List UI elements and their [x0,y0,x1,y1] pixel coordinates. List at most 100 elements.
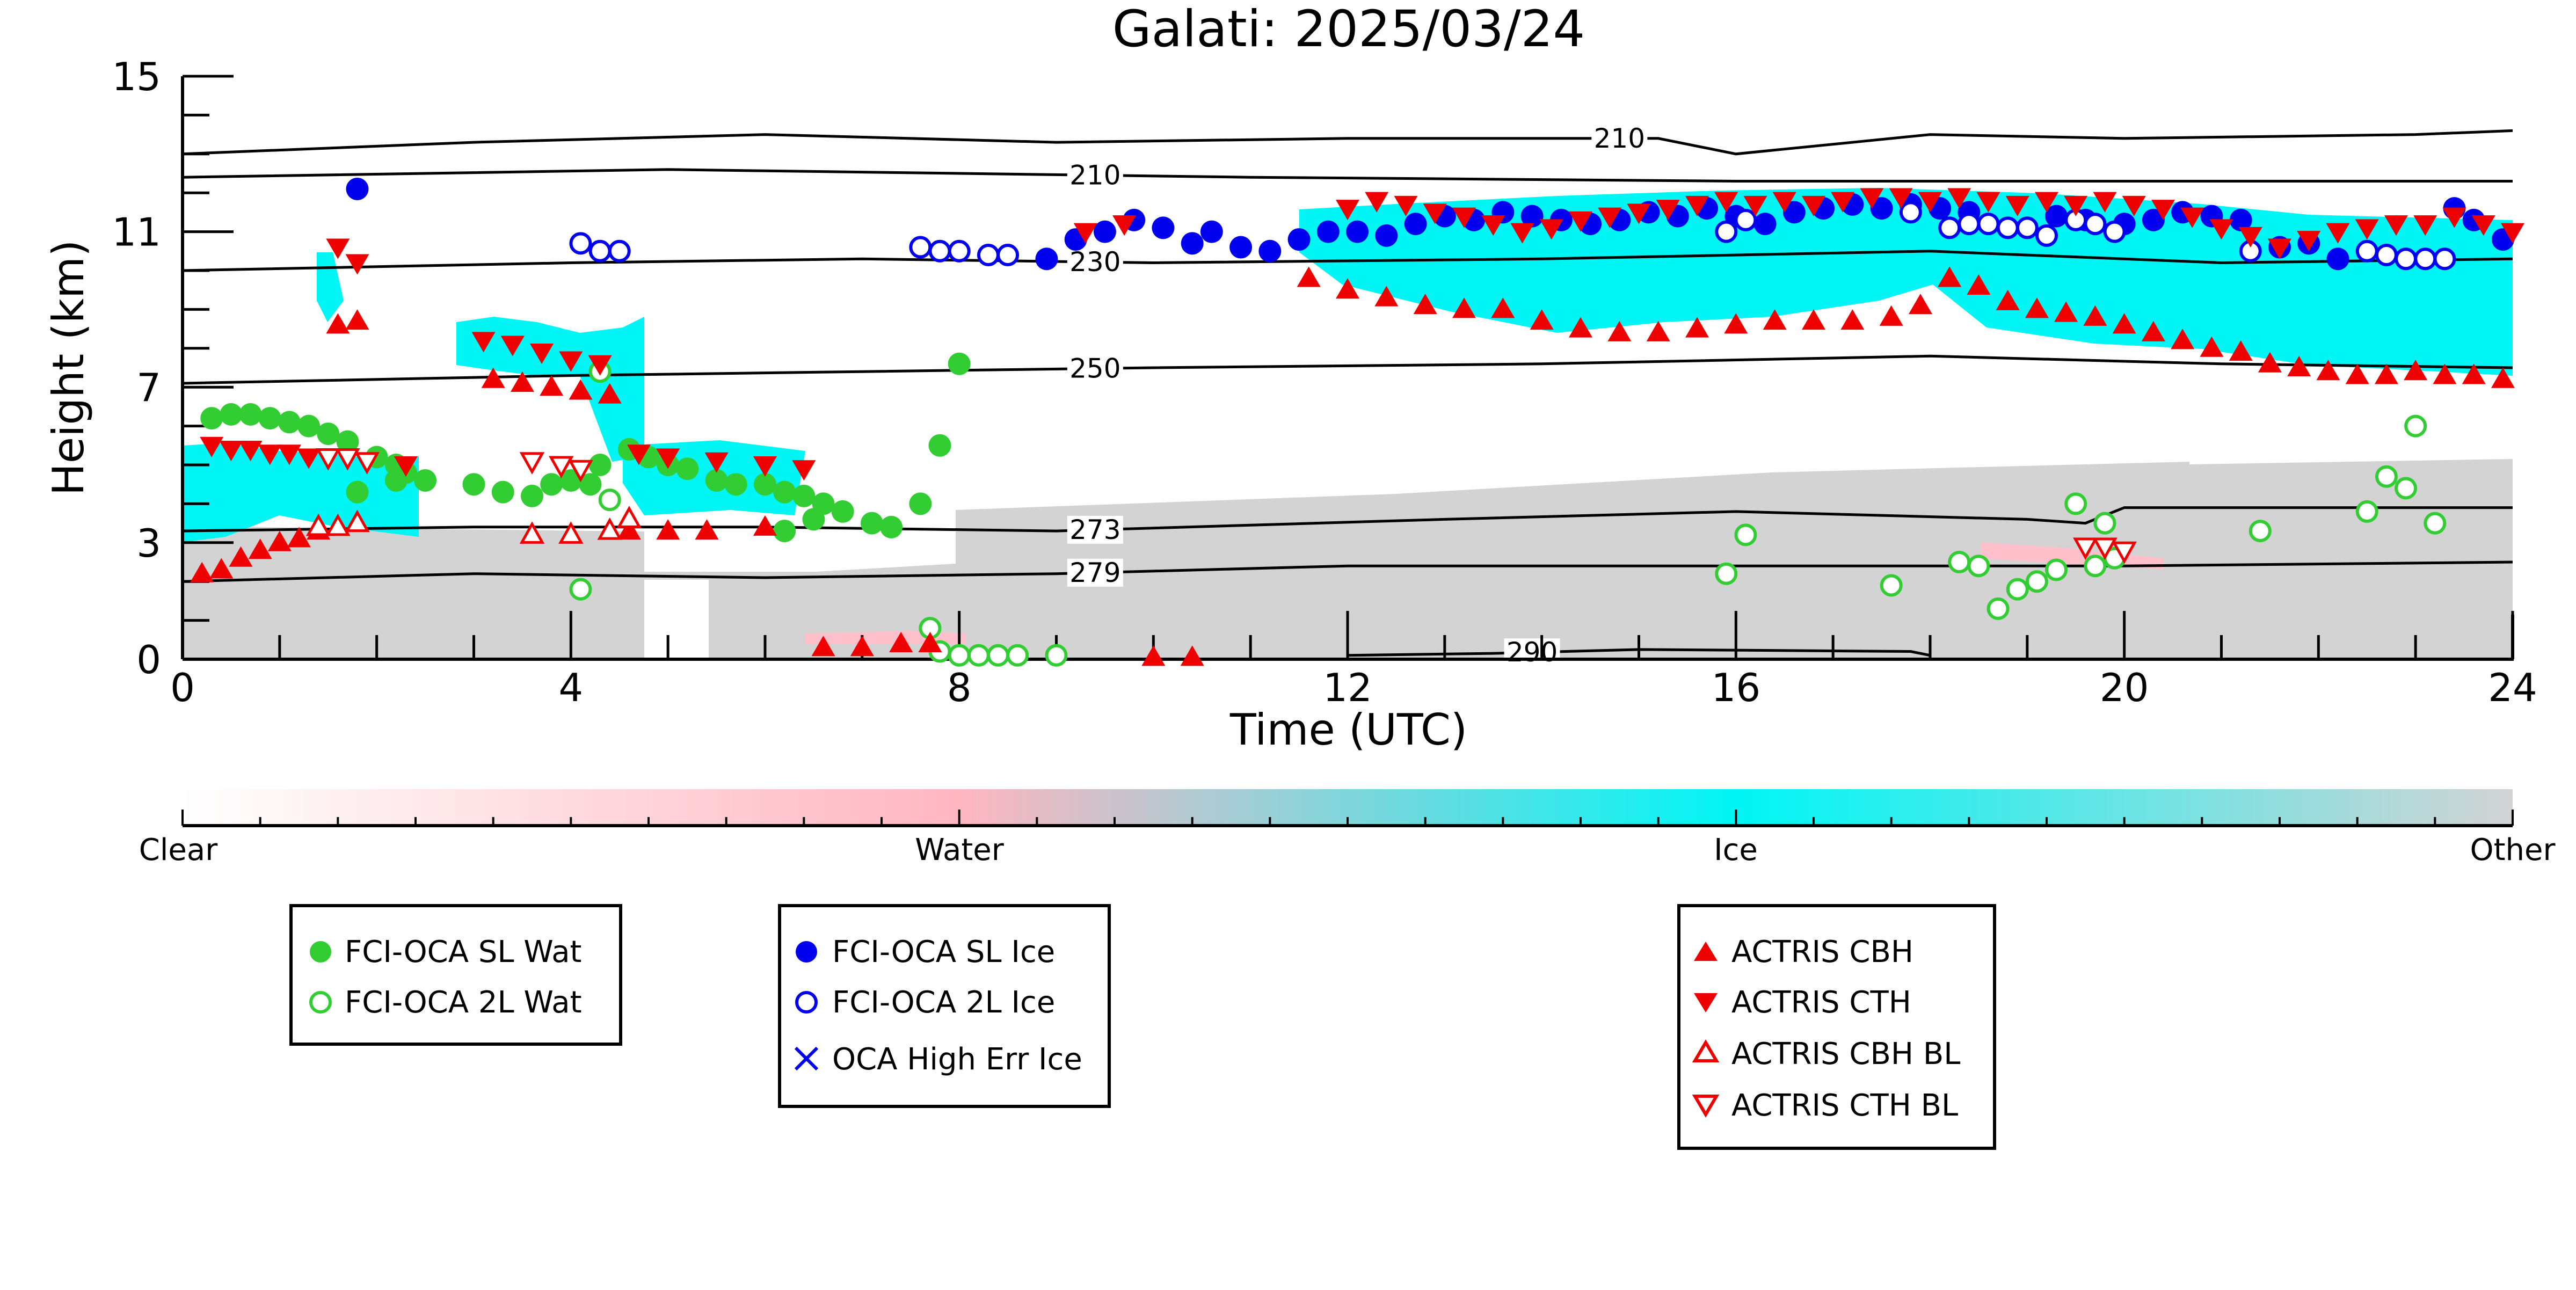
contour-label-bg [1591,124,1648,152]
series-fci-oca-2l-wat [569,360,2447,667]
data-point [2229,340,2253,361]
data-point [2005,195,2029,216]
cloud-mask-layer [183,188,2513,658]
data-point [1996,216,2019,239]
data-point [2491,367,2515,388]
data-point [2248,520,2272,543]
data-point [1598,207,1622,228]
data-point [1180,645,1204,666]
data-point [802,508,825,531]
data-point [2345,363,2369,384]
data-point [2093,192,2117,213]
data-point [345,309,369,330]
data-point [1860,188,1884,209]
data-point [2375,465,2398,488]
contour-label-bg [1067,515,1123,544]
data-point [1229,236,1253,259]
data-point [481,367,505,388]
data-point [2316,360,2340,381]
data-point [2501,223,2524,244]
colorbar-label-clear: Clear [139,833,218,868]
legend-marker-sl-ice [796,941,817,963]
data-point [325,513,351,536]
contour-label-bg [1504,638,1560,667]
data-point [2035,192,2058,213]
mask-other-region [183,526,644,658]
data-point [1152,216,1175,239]
y-tick-label: 15 [112,54,161,99]
data-point [2229,208,2252,231]
data-point [1481,215,1505,236]
data-point [1607,320,1632,341]
data-point [258,444,282,465]
data-point [773,520,796,543]
mask-ice-region [317,252,344,322]
data-point [1413,294,1437,315]
data-point [1938,266,1962,287]
data-point [336,430,359,453]
data-point [616,506,642,528]
data-point [1996,289,2020,310]
data-point [2151,200,2175,221]
data-point [1967,274,1991,295]
data-point [627,444,651,465]
contour-label: 279 [1069,557,1120,588]
data-point [1947,188,1971,209]
data-point [2462,363,2486,384]
contour-label: 290 [1507,637,1558,668]
data-point [2006,578,2029,601]
data-point [287,527,311,548]
data-point [928,239,951,263]
legend-marker-x-stroke [794,1046,819,1071]
data-point [2268,238,2291,259]
data-point [220,403,243,426]
data-point [2471,215,2495,236]
data-point [1646,320,1670,341]
data-point [2180,207,2204,228]
data-point [1986,597,2010,620]
data-point [305,513,331,536]
data-point [258,407,281,430]
data-point [579,473,602,496]
data-point [462,473,485,496]
legend-actris: ACTRIS CBH ACTRIS CTH ACTRIS CBH BL ACTR… [1677,904,1996,1150]
data-point [2054,301,2078,322]
data-point [1404,213,1427,236]
data-point [2083,305,2107,326]
data-point [1569,317,1592,338]
data-point [1346,220,1369,243]
data-point [1958,213,1981,236]
data-point [2093,512,2116,535]
data-point [2433,247,2456,271]
data-point [987,644,1009,667]
data-point [558,521,584,544]
x-tick-label: 20 [2100,665,2149,710]
contour-label: 230 [1069,246,1120,278]
data-point [2355,219,2379,240]
contour-label-bg [1067,248,1123,276]
colorbar-label-other: Other [2470,833,2556,868]
contour-label: 250 [1069,353,1120,384]
data-point [2384,215,2408,236]
data-point [2404,360,2428,381]
data-point [1685,317,1709,338]
data-point [754,473,776,496]
legend-label: ACTRIS CBH [1731,935,1913,970]
data-point [2414,247,2437,271]
legend-ice: FCI-OCA SL Ice FCI-OCA 2L Ice OCA High E… [778,904,1111,1108]
data-point [860,512,883,535]
data-point [2142,208,2165,231]
contour-label-bg [1067,558,1123,587]
data-point [200,407,223,430]
data-point [569,232,592,255]
data-point [2404,414,2427,438]
data-point [2413,215,2437,236]
data-point [1181,232,1204,255]
data-point [996,244,1020,267]
data-point [471,332,496,353]
data-point [811,636,835,657]
colorbar-ticks [181,810,2514,826]
colorbar-label-ice: Ice [1714,833,1758,868]
data-point [1423,203,1447,224]
